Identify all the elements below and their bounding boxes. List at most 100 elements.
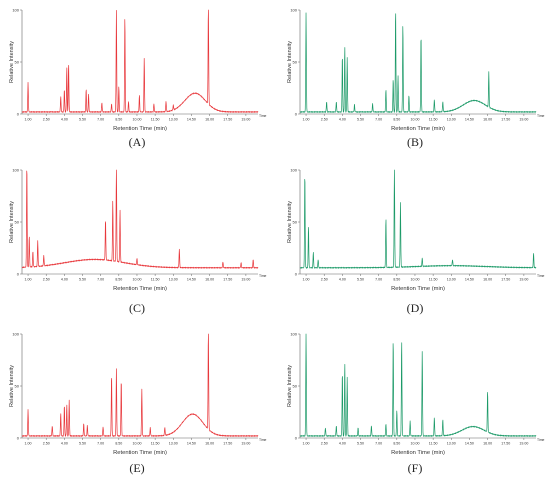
x-tick-label: 8.50 xyxy=(393,118,400,122)
y-tick-label: 50 xyxy=(293,60,298,65)
x-tick-label: 2.50 xyxy=(43,442,50,446)
x-axis-label: Retention Time (min) xyxy=(113,126,167,132)
x-tick-label: 1.00 xyxy=(25,278,32,282)
x-tick-label: 17.50 xyxy=(223,442,232,446)
x-tick-label: 16.00 xyxy=(483,278,492,282)
x-tick-label: 16.00 xyxy=(205,442,214,446)
x-tick-label: 17.50 xyxy=(501,278,510,282)
y-tick-label: 0 xyxy=(17,272,20,277)
x-tick-label: 17.50 xyxy=(501,442,510,446)
x-tick-label: 19.00 xyxy=(519,442,528,446)
chromatogram-trace xyxy=(22,170,258,268)
x-tick-label: 16.00 xyxy=(205,118,214,122)
x-tick-label: 14.50 xyxy=(187,442,196,446)
x-tick-label: 14.50 xyxy=(187,278,196,282)
time-unit-label: Time xyxy=(259,114,267,118)
x-tick-label: 19.00 xyxy=(519,278,528,282)
y-axis-label: Relative Intensity xyxy=(287,41,293,83)
x-tick-label: 16.00 xyxy=(483,442,492,446)
caption-c: (C) xyxy=(107,301,167,316)
x-tick-label: 14.50 xyxy=(465,118,474,122)
x-tick-label: 11.50 xyxy=(429,278,438,282)
x-tick-label: 11.50 xyxy=(429,118,438,122)
y-tick-label: 100 xyxy=(12,168,19,173)
y-tick-label: 100 xyxy=(290,168,297,173)
x-tick-label: 10.00 xyxy=(132,442,141,446)
x-tick-label: 8.50 xyxy=(393,442,400,446)
x-tick-label: 8.50 xyxy=(115,118,122,122)
x-tick-label: 7.00 xyxy=(375,278,382,282)
x-tick-label: 11.50 xyxy=(151,278,160,282)
x-tick-label: 14.50 xyxy=(465,278,474,282)
x-tick-label: 5.50 xyxy=(357,118,364,122)
x-tick-label: 10.00 xyxy=(132,118,141,122)
x-tick-label: 13.00 xyxy=(447,442,456,446)
x-tick-label: 5.50 xyxy=(357,442,364,446)
x-tick-label: 4.00 xyxy=(339,442,346,446)
y-tick-label: 50 xyxy=(293,384,298,389)
time-unit-label: Time xyxy=(537,114,545,118)
y-tick-label: 0 xyxy=(295,436,298,441)
y-axis-label: Relative Intensity xyxy=(9,365,15,407)
y-tick-label: 100 xyxy=(290,8,297,13)
x-axis-label: Retention Time (min) xyxy=(391,286,445,292)
chromatogram-trace xyxy=(300,13,536,113)
x-tick-label: 13.00 xyxy=(169,442,178,446)
chromatogram-trace xyxy=(22,334,258,437)
x-tick-label: 1.00 xyxy=(303,278,310,282)
x-tick-label: 2.50 xyxy=(43,118,50,122)
x-tick-label: 7.00 xyxy=(97,118,104,122)
y-tick-label: 50 xyxy=(15,220,20,225)
caption-b: (B) xyxy=(385,135,445,150)
x-tick-label: 13.00 xyxy=(447,118,456,122)
caption-f: (F) xyxy=(385,461,445,476)
x-tick-label: 19.00 xyxy=(241,118,250,122)
x-tick-label: 7.00 xyxy=(375,118,382,122)
y-axis-label: Relative Intensity xyxy=(9,201,15,243)
x-tick-label: 16.00 xyxy=(483,118,492,122)
time-unit-label: Time xyxy=(259,274,267,278)
x-tick-label: 1.00 xyxy=(303,442,310,446)
x-tick-label: 2.50 xyxy=(321,118,328,122)
x-tick-label: 10.00 xyxy=(410,118,419,122)
x-tick-label: 2.50 xyxy=(321,278,328,282)
x-tick-label: 17.50 xyxy=(223,278,232,282)
x-tick-label: 1.00 xyxy=(25,118,32,122)
time-unit-label: Time xyxy=(259,438,267,442)
x-tick-label: 11.50 xyxy=(429,442,438,446)
y-tick-label: 100 xyxy=(12,332,19,337)
y-tick-label: 0 xyxy=(295,112,298,117)
y-tick-label: 50 xyxy=(15,384,20,389)
x-tick-label: 1.00 xyxy=(25,442,32,446)
x-tick-label: 13.00 xyxy=(169,278,178,282)
x-tick-label: 4.00 xyxy=(61,278,68,282)
x-tick-label: 5.50 xyxy=(79,118,86,122)
x-tick-label: 10.00 xyxy=(410,278,419,282)
y-axis-label: Relative Intensity xyxy=(9,41,15,83)
x-tick-label: 13.00 xyxy=(169,118,178,122)
x-tick-label: 14.50 xyxy=(187,118,196,122)
x-axis-label: Retention Time (min) xyxy=(391,450,445,456)
x-tick-label: 17.50 xyxy=(223,118,232,122)
y-axis-label: Relative Intensity xyxy=(287,201,293,243)
x-tick-label: 10.00 xyxy=(410,442,419,446)
x-tick-label: 14.50 xyxy=(465,442,474,446)
y-tick-label: 50 xyxy=(293,220,298,225)
x-tick-label: 2.50 xyxy=(43,278,50,282)
x-tick-label: 4.00 xyxy=(61,118,68,122)
x-tick-label: 5.50 xyxy=(79,442,86,446)
x-tick-label: 19.00 xyxy=(241,278,250,282)
y-tick-label: 0 xyxy=(295,272,298,277)
caption-a: (A) xyxy=(107,135,167,150)
x-tick-label: 13.00 xyxy=(447,278,456,282)
x-tick-label: 4.00 xyxy=(339,118,346,122)
x-tick-label: 19.00 xyxy=(519,118,528,122)
